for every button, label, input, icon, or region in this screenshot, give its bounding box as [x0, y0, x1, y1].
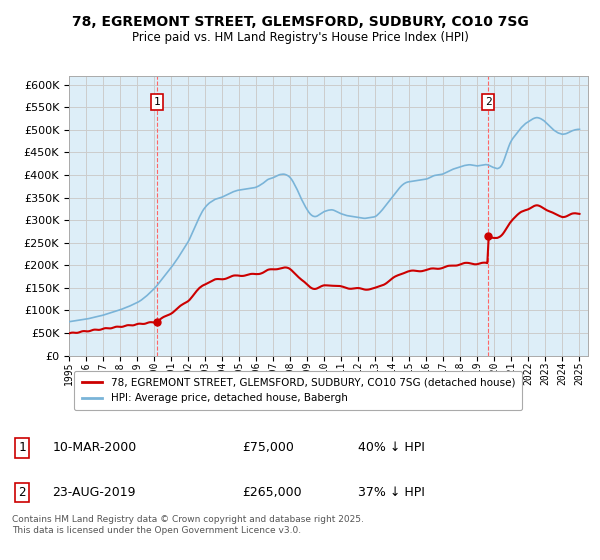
Text: Price paid vs. HM Land Registry's House Price Index (HPI): Price paid vs. HM Land Registry's House … — [131, 31, 469, 44]
Text: 23-AUG-2019: 23-AUG-2019 — [52, 486, 136, 499]
Text: 2: 2 — [485, 97, 491, 107]
Text: 1: 1 — [154, 97, 161, 107]
Text: 37% ↓ HPI: 37% ↓ HPI — [358, 486, 424, 499]
Text: Contains HM Land Registry data © Crown copyright and database right 2025.
This d: Contains HM Land Registry data © Crown c… — [12, 515, 364, 535]
Legend: 78, EGREMONT STREET, GLEMSFORD, SUDBURY, CO10 7SG (detached house), HPI: Average: 78, EGREMONT STREET, GLEMSFORD, SUDBURY,… — [74, 371, 523, 410]
Text: £75,000: £75,000 — [242, 441, 294, 454]
Text: 10-MAR-2000: 10-MAR-2000 — [52, 441, 137, 454]
Text: £265,000: £265,000 — [242, 486, 302, 499]
Text: 1: 1 — [19, 441, 26, 454]
Text: 78, EGREMONT STREET, GLEMSFORD, SUDBURY, CO10 7SG: 78, EGREMONT STREET, GLEMSFORD, SUDBURY,… — [71, 15, 529, 29]
Text: 40% ↓ HPI: 40% ↓ HPI — [358, 441, 424, 454]
Text: 2: 2 — [19, 486, 26, 499]
